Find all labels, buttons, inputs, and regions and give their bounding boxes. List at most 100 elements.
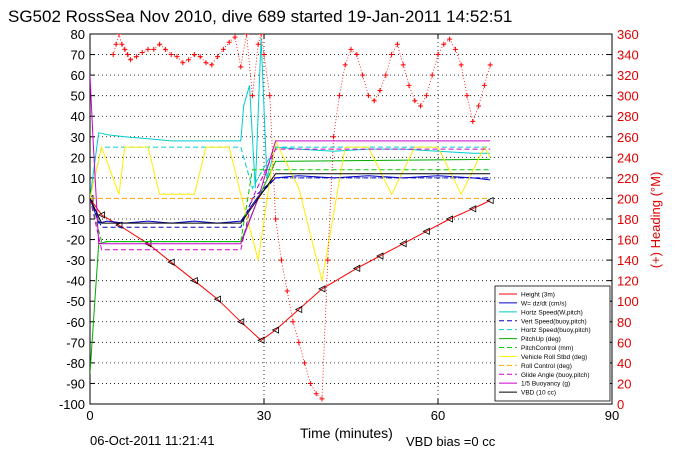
right-tick-label: 300	[617, 89, 639, 104]
y-tick-label: 20	[71, 150, 85, 165]
height-marker	[318, 285, 326, 293]
heading-marker	[458, 62, 464, 68]
heading-marker	[441, 41, 447, 47]
heading-marker	[110, 52, 116, 58]
heading-marker	[394, 41, 400, 47]
y-tick-label: -90	[66, 376, 85, 391]
series-10	[90, 75, 491, 245]
heading-marker	[174, 54, 180, 60]
heading-marker	[125, 52, 131, 58]
series-line	[90, 148, 491, 251]
heading-marker	[447, 36, 453, 42]
heading-marker	[389, 52, 395, 58]
right-tick-label: 120	[617, 274, 639, 289]
heading-marker	[331, 134, 337, 140]
heading-marker	[371, 98, 377, 104]
heading-marker	[313, 391, 319, 397]
right-tick-label: 280	[617, 109, 639, 124]
height-marker	[294, 305, 303, 314]
height-marker	[376, 252, 384, 260]
chart-title: SG502 RossSea Nov 2010, dive 689 started…	[8, 7, 512, 26]
y-tick-label: -20	[66, 233, 85, 248]
heading-marker	[290, 319, 296, 325]
height-marker	[422, 227, 430, 235]
right-tick-label: 200	[617, 191, 639, 206]
heading-marker	[267, 93, 273, 99]
legend-label: PitchControl (mm)	[521, 345, 573, 352]
right-tick-label: 100	[617, 294, 639, 309]
heading-marker	[116, 34, 122, 37]
legend-label: VBD (10 cc)	[521, 390, 556, 397]
y-tick-label: -80	[66, 356, 85, 371]
legend-label: Vehicle Roll Stbd (deg)	[521, 354, 587, 361]
y-tick-label: 10	[71, 171, 85, 186]
right-tick-label: 260	[617, 130, 639, 145]
y-axis-ticks: -100-90-80-70-60-50-40-30-20-10010203040…	[59, 27, 612, 412]
series-line	[90, 173, 491, 224]
series-line	[90, 38, 491, 199]
series-0	[90, 194, 494, 344]
heading-marker	[418, 103, 424, 109]
date-stamp: 06-Oct-2011 11:21:41	[90, 433, 215, 448]
right-tick-label: 340	[617, 48, 639, 63]
heading-marker	[119, 41, 125, 47]
heading-marker	[215, 54, 221, 60]
y-tick-label: 30	[71, 130, 85, 145]
x-axis-label: Time (minutes)	[300, 425, 393, 441]
series-12	[110, 34, 493, 402]
legend-label: Hortz Speed(W,pitch)	[521, 309, 583, 316]
heading-marker	[342, 62, 348, 68]
right-tick-label: 20	[617, 376, 631, 391]
y-tick-label: 50	[71, 89, 85, 104]
series-1	[90, 175, 491, 224]
series-line	[90, 169, 491, 243]
height-marker	[257, 336, 265, 344]
height-marker	[445, 215, 454, 223]
y-tick-label: 70	[71, 48, 85, 63]
heading-marker	[302, 360, 308, 366]
y-tick-label: -10	[66, 212, 85, 227]
right-tick-label: 180	[617, 212, 639, 227]
series-line	[90, 158, 491, 374]
series-line	[90, 75, 491, 245]
heading-marker	[151, 46, 157, 52]
right-tick-label: 220	[617, 171, 639, 186]
series-line	[90, 139, 491, 281]
y-tick-label: -60	[66, 315, 85, 330]
heading-marker	[487, 62, 493, 68]
series-line	[90, 177, 491, 228]
height-marker	[399, 240, 407, 248]
legend-label: 1/5 Buoyancy (g)	[521, 381, 570, 388]
height-marker	[190, 277, 198, 285]
y-tick-label: 80	[71, 27, 85, 42]
height-marker	[352, 264, 361, 272]
y-tick-label: -30	[66, 253, 85, 268]
right-tick-label: 60	[617, 335, 631, 350]
heading-marker	[197, 54, 203, 60]
heading-marker	[157, 41, 163, 47]
legend-label: Height (3m)	[521, 292, 555, 299]
series-line	[112, 34, 491, 400]
series-line	[90, 198, 491, 341]
heading-marker	[226, 39, 232, 45]
right-axis-label: (+) Heading (°M)	[648, 172, 663, 269]
x-tick-label: 60	[431, 408, 445, 423]
series-3	[90, 177, 491, 228]
heading-marker	[325, 257, 331, 263]
heading-marker	[412, 98, 418, 104]
series-11	[90, 173, 491, 224]
heading-marker	[481, 82, 487, 88]
y-tick-label: 0	[78, 191, 85, 206]
y-tick-label: -70	[66, 335, 85, 350]
series-5	[90, 158, 491, 374]
heading-marker	[354, 52, 360, 58]
heading-marker	[273, 216, 279, 222]
height-marker	[213, 295, 222, 303]
heading-marker	[232, 34, 238, 40]
heading-marker	[296, 339, 302, 345]
heading-marker	[476, 103, 482, 109]
y-tick-label: 40	[71, 109, 85, 124]
heading-marker	[139, 50, 145, 55]
heading-marker	[168, 52, 174, 58]
